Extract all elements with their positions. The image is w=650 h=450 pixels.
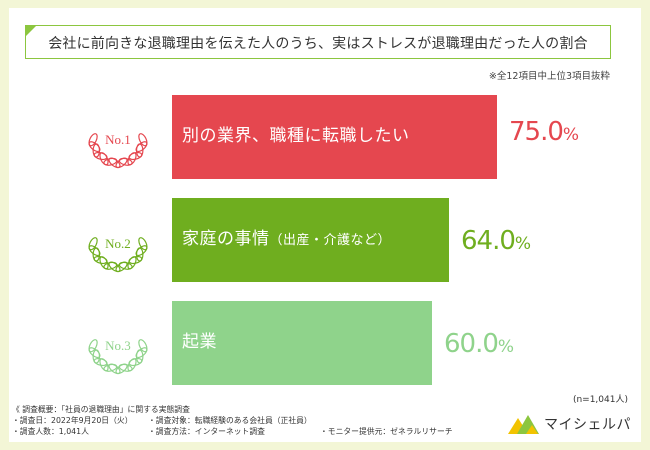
laurel-leaf [88,339,98,353]
survey-method: ・調査方法：インターネット調査 [148,427,265,436]
laurel-leaf [135,347,148,359]
laurel-leaf [138,133,148,147]
laurel-leaf [92,349,101,364]
survey-provider: ・モニター提供元：ゼネラルリサーチ [320,427,453,436]
laurel-leaf [135,245,148,257]
rank-3-text: No.3 [105,338,131,353]
bar-label-2-main: 家庭の事情 [182,229,270,249]
value-2-unit: % [514,234,532,254]
laurel-leaf [108,261,121,273]
survey-target: ・調査対象：転職経験のある会社員（正社員） [148,416,312,425]
value-1-unit: % [562,125,580,145]
value-label-2: 64.0% [461,226,531,256]
laurel-leaf [92,247,101,262]
mountain-logo-icon [508,415,539,434]
laurel-leaf [99,358,109,372]
extract-note: ※全12項目中上位3項目抜粋 [488,71,610,82]
sample-size-note: (n=1,041人) [572,395,628,405]
bar-rank-3: 起業 [172,301,432,385]
laurel-leaf [108,363,121,375]
value-3-number: 60.0 [444,329,499,359]
bar-label-3-main: 起業 [182,332,217,352]
rank-1-laurel-icon: No.1 [88,132,148,169]
laurel-leaf [118,261,133,270]
laurel-leaf [135,141,148,153]
bar-rank-2: 家庭の事情（出産・介護など） [172,198,449,282]
bar-label-1: 別の業界、職種に転職したい [182,121,410,146]
survey-summary: 《 調査概要：「社員の退職理由」に関する実態調査 ・調査日：2022年9月20日… [12,404,453,437]
laurel-leaf [99,152,109,166]
laurel-leaf [118,157,133,166]
laurel-leaf [108,157,121,169]
bar-label-3: 起業 [182,327,217,352]
value-2-number: 64.0 [461,226,516,256]
bar-label-2: 家庭の事情（出産・介護など） [182,224,391,249]
title-box: 会社に前向きな退職理由を伝えた人のうち、実はストレスが退職理由だった人の割合 [24,24,611,59]
logo-text: マイシェルパ [544,417,631,433]
bar-label-2-sub: （出産・介護など） [269,233,392,248]
laurel-leaf [128,357,143,367]
rank-3-laurel-icon: No.3 [88,338,148,375]
laurel-leaf [99,256,109,270]
laurel-leaf [88,133,98,147]
value-label-3: 60.0% [444,329,514,359]
laurel-leaf [118,363,133,372]
bar-rank-1: 別の業界、職種に転職したい [172,95,497,179]
laurel-leaf [138,237,148,251]
rank-2-laurel-icon: No.2 [88,236,148,273]
survey-date: ・調査日：2022年9月20日（火） [12,416,133,425]
value-3-unit: % [497,337,515,357]
laurel-leaf [138,339,148,353]
laurel-leaf [88,237,98,251]
laurel-leaf [128,151,143,161]
laurel-leaves [88,237,148,273]
survey-count: ・調査人数：1,041人 [12,427,89,436]
bar-label-1-main: 別の業界、職種に転職したい [182,126,410,146]
survey-heading: 《 調査概要：「社員の退職理由」に関する実態調査 [12,405,190,414]
laurel-leaf [92,143,101,158]
brand-logo: マイシェルパ [508,412,631,438]
laurel-leaf [128,255,143,265]
laurel-leaves [88,133,148,169]
rank-1-text: No.1 [105,132,131,147]
value-1-number: 75.0 [509,117,564,147]
laurel-leaves [88,339,148,375]
value-label-1: 75.0% [509,117,579,147]
rank-2-text: No.2 [105,236,131,251]
chart-title: 会社に前向きな退職理由を伝えた人のうち、実はストレスが退職理由だった人の割合 [48,36,588,52]
